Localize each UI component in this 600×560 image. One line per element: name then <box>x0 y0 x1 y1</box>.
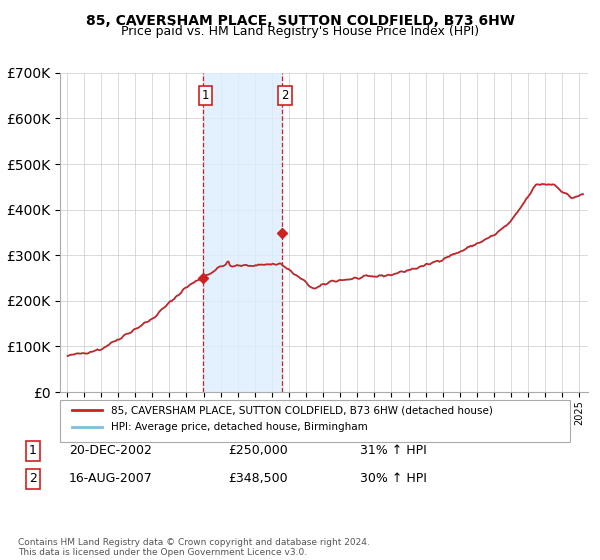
Bar <box>203 73 283 392</box>
Text: £348,500: £348,500 <box>228 472 287 486</box>
Text: 20-DEC-2002: 20-DEC-2002 <box>69 444 152 458</box>
Text: Price paid vs. HM Land Registry's House Price Index (HPI): Price paid vs. HM Land Registry's House … <box>121 25 479 38</box>
Text: 2: 2 <box>29 472 37 486</box>
Text: 16-AUG-2007: 16-AUG-2007 <box>69 472 153 486</box>
Text: 85, CAVERSHAM PLACE, SUTTON COLDFIELD, B73 6HW: 85, CAVERSHAM PLACE, SUTTON COLDFIELD, B… <box>86 14 515 28</box>
Text: 30% ↑ HPI: 30% ↑ HPI <box>360 472 427 486</box>
Text: 2: 2 <box>281 88 289 102</box>
Text: Contains HM Land Registry data © Crown copyright and database right 2024.
This d: Contains HM Land Registry data © Crown c… <box>18 538 370 557</box>
Text: £250,000: £250,000 <box>228 444 288 458</box>
Text: 85, CAVERSHAM PLACE, SUTTON COLDFIELD, B73 6HW (detached house): 85, CAVERSHAM PLACE, SUTTON COLDFIELD, B… <box>111 405 493 416</box>
Text: 31% ↑ HPI: 31% ↑ HPI <box>360 444 427 458</box>
Text: HPI: Average price, detached house, Birmingham: HPI: Average price, detached house, Birm… <box>111 422 368 432</box>
Text: 1: 1 <box>202 88 209 102</box>
Text: 1: 1 <box>29 444 37 458</box>
